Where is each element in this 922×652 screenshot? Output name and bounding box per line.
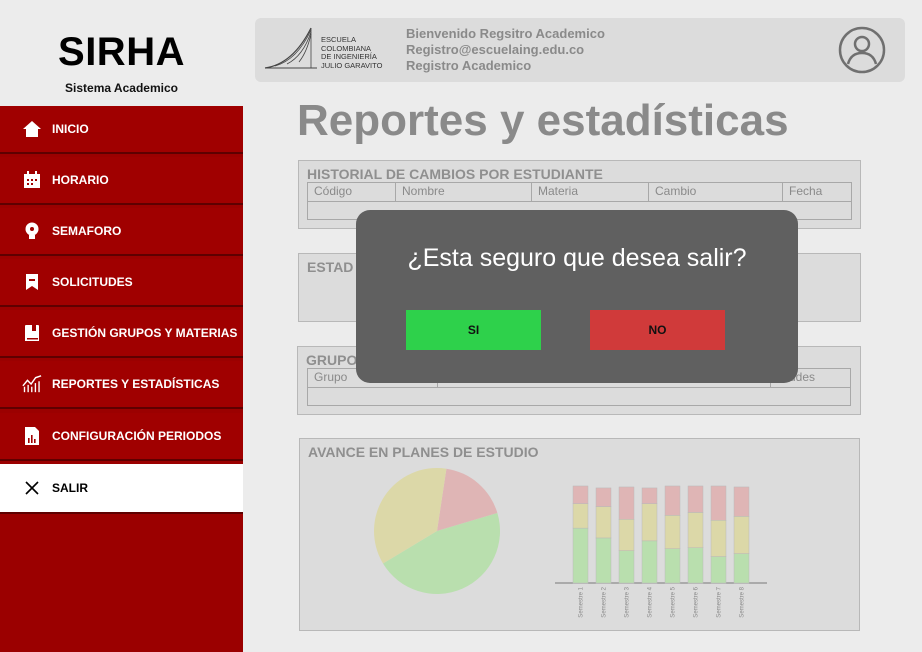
column-header: Cambio: [649, 183, 783, 201]
bar-segment: [572, 527, 589, 584]
table-row: [308, 387, 850, 405]
page-title: Reportes y estadísticas: [297, 96, 789, 145]
logout-dialog: ¿Esta seguro que desea salir? SI NO: [356, 210, 798, 383]
avance-panel: AVANCE EN PLANES DE ESTUDIO Semestre 1 Se…: [299, 438, 860, 631]
user-info: Bienvenido Regsitro Academico Registro@e…: [406, 26, 605, 74]
bar-segment: [595, 537, 612, 584]
bar-segment: [710, 520, 727, 557]
bar-segment: [733, 516, 750, 554]
sidebar-item-solicitudes[interactable]: SOLICITUDES: [0, 259, 243, 307]
school-logo: ESCUELA COLOMBIANA DE INGENIERÍA JULIO G…: [263, 26, 383, 74]
bar-segment: [664, 515, 681, 549]
sidebar-item-label: GESTIÓN GRUPOS Y MATERIAS: [52, 326, 238, 340]
column-header: Fecha: [789, 184, 823, 198]
bar-segment: [687, 512, 704, 548]
column-header: Nombre: [396, 183, 532, 201]
header-bar: ESCUELA COLOMBIANA DE INGENIERÍA JULIO G…: [255, 18, 905, 82]
x-tick-label: Semestre 6: [694, 586, 700, 617]
bar-segment: [710, 556, 727, 584]
sidebar-item-semaforo[interactable]: SEMAFORO: [0, 208, 243, 256]
logo-line: ESCUELA: [321, 35, 357, 44]
pie-chart: [374, 468, 500, 594]
sidebar-item-label: HORARIO: [52, 173, 109, 187]
sidebar-item-label: INICIO: [52, 122, 89, 136]
x-tick-label: Semestre 2: [602, 586, 608, 617]
column-header: Código: [308, 183, 396, 201]
sidebar-item-gestion-grupos[interactable]: GESTIÓN GRUPOS Y MATERIAS: [0, 310, 243, 358]
pie-slice: [374, 468, 447, 564]
sidebar-item-label: CONFIGURACIÓN PERIODOS: [52, 429, 222, 443]
confirm-yes-button[interactable]: SI: [406, 310, 541, 350]
historial-title: HISTORIAL DE CAMBIOS POR ESTUDIANTE: [307, 166, 603, 182]
bulb-icon: [22, 221, 42, 241]
x-tick-label: Semestre 8: [740, 586, 746, 617]
user-email: Registro@escuelaing.edu.co: [406, 42, 585, 57]
sidebar-item-configuracion[interactable]: CONFIGURACIÓN PERIODOS: [0, 413, 243, 461]
pie-slice: [383, 512, 500, 594]
bookmark-icon: [22, 272, 42, 292]
bar-segment: [595, 487, 612, 507]
report-file-icon: [22, 426, 42, 446]
column-header: Materia: [532, 183, 649, 201]
bar-segment: [664, 548, 681, 584]
pie-slice: [437, 468, 498, 531]
user-avatar-icon: [838, 26, 886, 74]
logo-line: DE INGENIERÍA: [321, 52, 377, 61]
avatar[interactable]: [837, 26, 887, 74]
bar-segment: [687, 485, 704, 513]
chart-line-icon: [22, 374, 42, 394]
estado-title: ESTAD: [307, 259, 354, 275]
welcome-text: Bienvenido Regsitro Academico: [406, 26, 605, 41]
bar-segment: [641, 540, 658, 584]
sidebar-item-reportes[interactable]: REPORTES Y ESTADÍSTICAS: [0, 361, 243, 409]
x-tick-label: Semestre 5: [671, 586, 677, 617]
bar-segment: [572, 485, 589, 504]
confirm-no-button[interactable]: NO: [590, 310, 725, 350]
bar-segment: [618, 550, 635, 584]
sidebar-item-label: SOLICITUDES: [52, 275, 133, 289]
bar-segment: [733, 486, 750, 517]
close-icon: [22, 478, 42, 498]
brand: SIRHA Sistema Academico: [0, 0, 243, 106]
sidebar-item-inicio[interactable]: INICIO: [0, 106, 243, 154]
sidebar-item-salir[interactable]: SALIR: [0, 464, 243, 514]
bar-segment: [664, 485, 681, 516]
dialog-question: ¿Esta seguro que desea salir?: [407, 244, 747, 272]
bar-segment: [618, 486, 635, 520]
avance-title: AVANCE EN PLANES DE ESTUDIO: [308, 444, 539, 460]
home-icon: [22, 119, 42, 139]
calendar-icon: [22, 170, 42, 190]
x-tick-label: Semestre 3: [625, 586, 631, 617]
bar-segment: [572, 503, 589, 529]
sidebar-item-horario[interactable]: HORARIO: [0, 157, 243, 205]
bar-segment: [618, 519, 635, 551]
sidebar-item-label: REPORTES Y ESTADÍSTICAS: [52, 377, 220, 391]
bar-segment: [687, 547, 704, 584]
sidebar: SIRHA Sistema Academico INICIO HORARIO S…: [0, 0, 243, 652]
logo-line: COLOMBIANA: [321, 43, 372, 53]
bar-segment: [641, 503, 658, 542]
logo-line: JULIO GARAVITO: [321, 60, 383, 70]
grupos-title: GRUPO: [306, 352, 358, 368]
app-subtitle: Sistema Academico: [65, 81, 178, 95]
table-row: [308, 201, 851, 219]
stacked-bar-chart: Semestre 1 Semestre 2 Semestre 3 Semestre 4…: [555, 485, 767, 618]
app-title: SIRHA: [58, 30, 185, 74]
bar-segment: [595, 506, 612, 539]
user-role: Registro Academico: [406, 58, 532, 73]
sidebar-item-label: SEMAFORO: [52, 224, 122, 238]
book-icon: [22, 323, 42, 343]
school-logo-mark-icon: [264, 27, 317, 69]
bar-segment: [710, 485, 727, 521]
bar-segment: [641, 487, 658, 504]
x-tick-label: Semestre 1: [579, 586, 585, 617]
x-tick-label: Semestre 7: [717, 586, 723, 617]
x-tick-label: Semestre 4: [648, 586, 654, 617]
school-logo-text: ESCUELA COLOMBIANA DE INGENIERÍA JULIO G…: [321, 35, 383, 70]
bar-segment: [733, 553, 750, 584]
sidebar-item-label: SALIR: [52, 481, 88, 495]
